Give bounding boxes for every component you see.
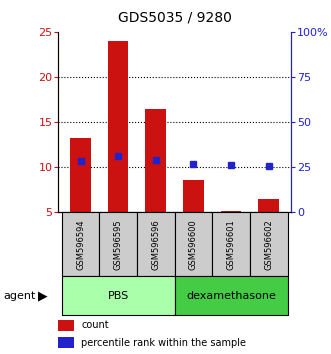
Text: GDS5035 / 9280: GDS5035 / 9280 xyxy=(118,11,232,25)
Bar xyxy=(175,276,288,315)
Text: PBS: PBS xyxy=(108,291,129,301)
Bar xyxy=(62,276,175,315)
Text: dexamethasone: dexamethasone xyxy=(186,291,276,301)
Text: count: count xyxy=(81,320,109,330)
Bar xyxy=(58,320,74,331)
Text: GSM596600: GSM596600 xyxy=(189,219,198,270)
Bar xyxy=(70,138,91,212)
Bar xyxy=(58,337,74,348)
Bar xyxy=(250,212,288,276)
Text: agent: agent xyxy=(3,291,36,301)
Text: GSM596596: GSM596596 xyxy=(151,219,160,270)
Text: GSM596602: GSM596602 xyxy=(264,219,273,270)
Bar xyxy=(259,199,279,212)
Text: percentile rank within the sample: percentile rank within the sample xyxy=(81,338,246,348)
Bar xyxy=(175,212,212,276)
Bar xyxy=(221,211,241,212)
Bar xyxy=(108,41,128,212)
Bar xyxy=(62,212,99,276)
Text: ▶: ▶ xyxy=(38,289,48,302)
Bar xyxy=(99,212,137,276)
Text: GSM596594: GSM596594 xyxy=(76,219,85,270)
Bar xyxy=(212,212,250,276)
Bar xyxy=(137,212,175,276)
Text: GSM596595: GSM596595 xyxy=(114,219,123,270)
Bar xyxy=(145,109,166,212)
Text: GSM596601: GSM596601 xyxy=(226,219,236,270)
Bar xyxy=(183,180,204,212)
